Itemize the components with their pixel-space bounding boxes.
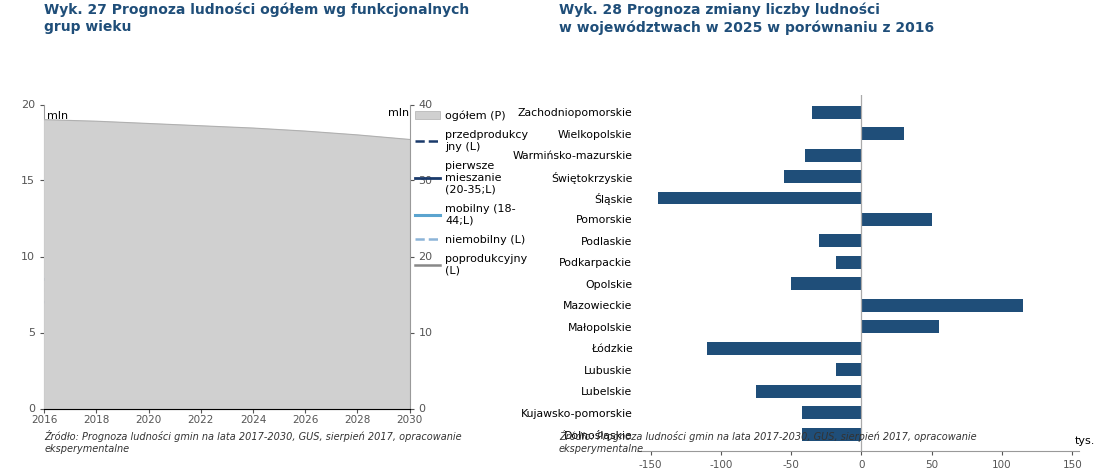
Bar — [706, 342, 861, 355]
Bar — [861, 127, 903, 140]
Bar — [658, 191, 861, 204]
Bar — [819, 235, 861, 247]
Bar — [792, 277, 861, 290]
Bar — [861, 320, 939, 333]
Bar — [756, 385, 861, 398]
Text: Źródło: Prognoza ludności gmin na lata 2017-2030, GUS, sierpień 2017, opracowani: Źródło: Prognoza ludności gmin na lata 2… — [44, 430, 462, 454]
Bar — [803, 428, 861, 440]
Bar — [784, 170, 861, 183]
Text: mln: mln — [389, 108, 410, 118]
Bar — [861, 299, 1023, 312]
Text: Źródło: Prognoza ludności gmin na lata 2017-2030, GUS, sierpień 2017, opracowani: Źródło: Prognoza ludności gmin na lata 2… — [559, 430, 976, 454]
Text: mln: mln — [46, 111, 68, 121]
Bar — [861, 213, 932, 226]
Text: Wyk. 27 Prognoza ludności ogółem wg funkcjonalnych
grup wieku: Wyk. 27 Prognoza ludności ogółem wg funk… — [44, 2, 469, 34]
Bar — [836, 256, 861, 269]
Text: Wyk. 28 Prognoza zmiany liczby ludności
w województwach w 2025 w porównaniu z 20: Wyk. 28 Prognoza zmiany liczby ludności … — [559, 2, 934, 35]
Bar — [805, 149, 861, 162]
Bar — [813, 106, 861, 119]
Bar — [836, 363, 861, 376]
Text: tys.: tys. — [1075, 436, 1096, 446]
Legend: ogółem (P), przedprodukcy
jny (L), pierwsze
mieszanie
(20-35;L), mobilny (18-
44: ogółem (P), przedprodukcy jny (L), pierw… — [415, 110, 528, 276]
Bar — [803, 406, 861, 419]
